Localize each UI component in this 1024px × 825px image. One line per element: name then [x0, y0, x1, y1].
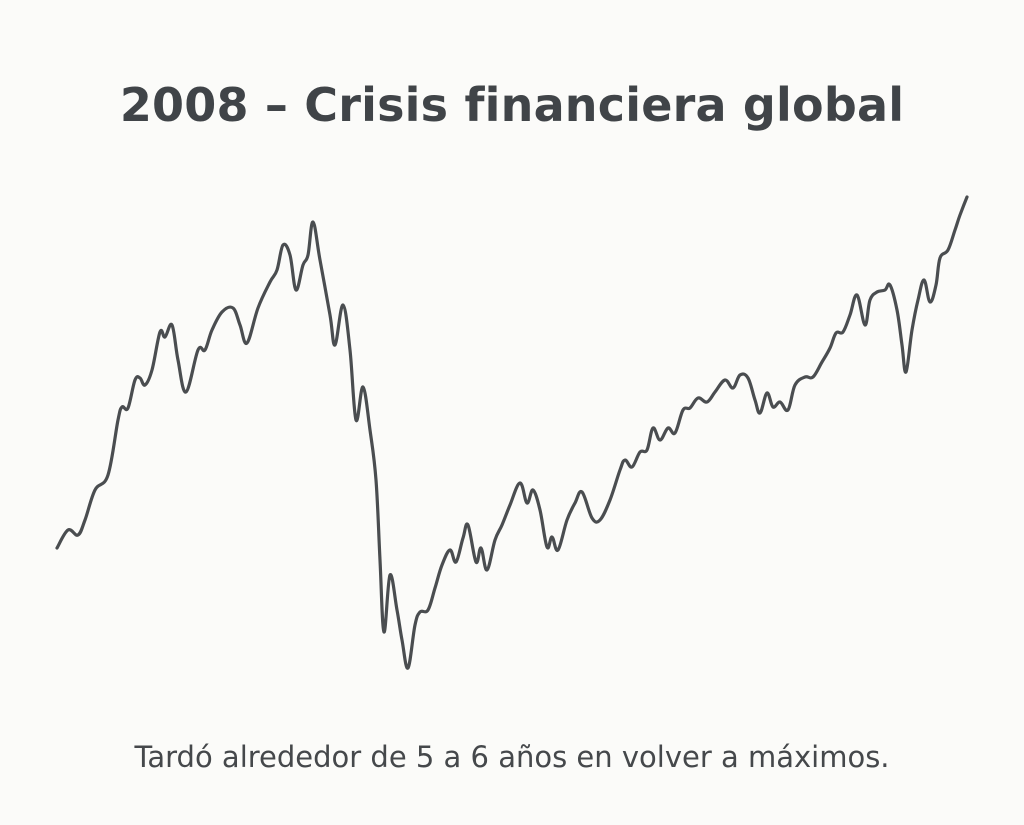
chart-caption: Tardó alrededor de 5 a 6 años en volver … — [134, 740, 890, 774]
price-line — [55, 195, 969, 670]
chart-title: 2008 – Crisis financiera global — [119, 78, 905, 132]
